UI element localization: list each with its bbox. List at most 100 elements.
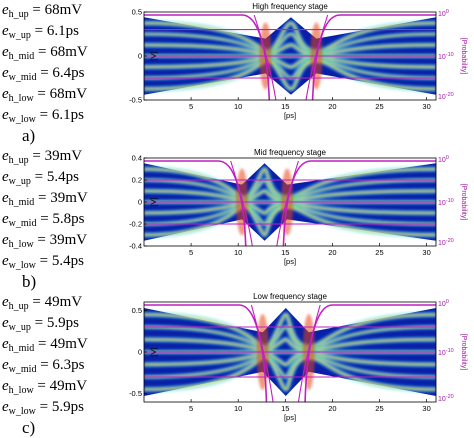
bathtub-left-inner-curve [250,304,274,402]
panel-letter: a) [22,126,36,145]
param-symbol: e [2,148,9,164]
y-tick-label: 0.5 [132,306,142,315]
param-symbol: e [2,336,9,352]
param-value: = 6.1ps [35,107,84,123]
x-tick-label: 25 [375,404,383,413]
param-symbol: e [2,294,9,310]
x-axis-label: [ps] [284,111,296,120]
y-tick-label: -0.5 [129,389,142,398]
right-axis-label: [Probability] [460,38,467,75]
param-value: = 6.4ps [36,65,85,81]
param-eh-mid: eh_mid = 39mV [2,188,88,208]
right-tick-label: 10-10 [438,52,454,61]
param-eh-low: eh_low = 68mV [2,84,87,104]
param-symbol: e [2,44,9,60]
y-tick-label: 0.5 [132,8,142,17]
y-tick-label: -0.5 [129,96,142,105]
param-value: = 39mV [34,190,88,206]
param-value: = 6.1ps [30,23,79,39]
param-subscript: w_up [8,30,31,41]
eye-trace-core [144,205,436,236]
param-ew-low: ew_low = 5.4ps [2,251,84,271]
param-symbol: e [2,86,9,102]
param-eh-up: eh_up = 49mV [2,292,82,312]
eye-trace-core [144,44,436,56]
param-eh-low: eh_low = 39mV [2,230,87,250]
chart-title: Low frequency stage [253,292,327,301]
bathtub-curves [144,160,436,246]
eye-trace-core [144,56,436,68]
param-value: = 39mV [28,148,83,164]
right-tick-label: 10-20 [438,394,454,403]
param-subscript: w_low [8,260,36,271]
right-tick-label: 100 [438,155,449,164]
x-axis-label: [ps] [284,413,296,422]
param-ew-mid: ew_mid = 6.3ps [2,355,85,375]
x-tick-label: 5 [189,404,193,413]
bathtub-curves [144,304,436,402]
param-symbol: e [2,399,9,415]
x-axis-label: [ps] [284,257,296,266]
param-subscript: h_low [8,385,34,396]
param-eh-mid: eh_mid = 49mV [2,334,88,354]
param-value: = 6.3ps [36,357,85,373]
x-tick-label: 5 [189,248,193,257]
param-subscript: h_up [8,9,29,20]
y-tick-label: -0.4 [129,242,142,251]
param-value: = 5.4ps [30,169,79,185]
param-subscript: w_mid [8,364,37,375]
param-symbol: e [2,190,9,206]
right-tick-label: 10-20 [438,238,454,247]
param-subscript: h_low [8,239,34,250]
parameter-labels-column: eh_up = 68mV ew_up = 6.1ps eh_mid = 68mV… [0,0,128,438]
param-eh-up: eh_up = 39mV [2,146,82,166]
param-ew-up: ew_up = 6.1ps [2,21,79,41]
param-subscript: h_up [8,301,29,312]
chart-title: Mid frequency stage [254,148,327,157]
bathtub-right-inner-curve [297,304,321,402]
x-tick-label: 15 [281,102,289,111]
param-symbol: e [2,211,9,227]
bathtub-left-inner-curve [230,160,253,246]
y-tick-label: 0 [138,198,142,207]
param-value: = 5.9ps [35,399,84,415]
param-value: = 5.4ps [35,253,84,269]
x-tick-label: 30 [422,404,430,413]
x-tick-label: 5 [189,102,193,111]
right-tick-label: 10-10 [438,348,454,357]
x-tick-label: 20 [328,102,336,111]
param-value: = 49mV [34,336,88,352]
param-subscript: h_mid [8,343,35,354]
eye-trace-core [144,59,436,90]
right-axis-label: [Probability] [460,184,467,221]
y-axis-label: [V] [149,347,158,356]
eye-trace-core [144,313,436,348]
param-symbol: e [2,169,9,185]
param-value: = 68mV [28,2,83,18]
param-subscript: h_mid [8,197,35,208]
param-subscript: w_mid [8,72,37,83]
y-tick-label: 0.2 [132,176,142,185]
param-value: = 68mV [33,86,88,102]
eye-diagram-charts: High frequency stage 5 10 15 20 25 30 [ps] -0.5 0… [129,2,467,422]
param-ew-low: ew_low = 6.1ps [2,105,84,125]
panel-letter: b) [22,272,37,291]
param-symbol: e [2,232,9,248]
param-subscript: w_low [8,406,36,417]
x-tick-label: 20 [328,248,336,257]
x-tick-label: 15 [281,248,289,257]
y-axis-label: [V] [149,51,158,60]
bathtub-right-inner-curve [276,160,300,246]
right-axis-label: [Probability] [460,334,467,371]
right-tick-label: 10-10 [438,198,454,207]
param-subscript: h_mid [8,51,35,62]
param-subscript: w_up [8,176,31,187]
x-tick-label: 10 [234,248,242,257]
right-tick-label: 10-20 [438,92,454,101]
x-tick-label: 25 [375,102,383,111]
bathtub-right-inner-curve [305,14,329,100]
param-symbol: e [2,253,9,269]
eye-trace-core [144,22,436,53]
param-ew-mid: ew_mid = 6.4ps [2,63,85,83]
param-symbol: e [2,107,9,123]
